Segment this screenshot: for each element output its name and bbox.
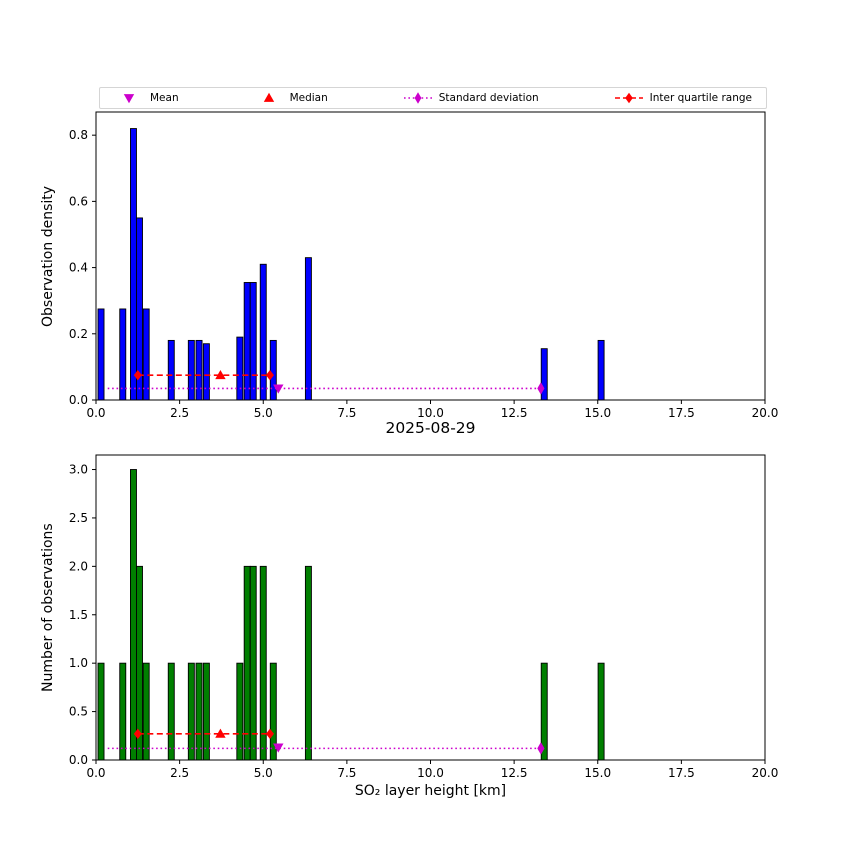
histogram-bar — [304, 257, 312, 401]
legend-label-iqr: Inter quartile range — [649, 91, 752, 104]
histogram-bar — [167, 339, 175, 401]
iqr-right-diamond-marker — [265, 728, 274, 740]
histogram-bar — [195, 339, 203, 401]
x-tick-label: 15.0 — [584, 766, 611, 780]
x-tick-label: 0.0 — [86, 766, 105, 780]
legend-triangle-down — [123, 94, 135, 104]
histogram-bar — [202, 343, 210, 401]
histogram-bar — [269, 339, 277, 401]
legend-diamond — [414, 92, 422, 104]
histogram-bar — [119, 308, 127, 401]
ylabel-number-of-observations: Number of observations — [40, 523, 56, 692]
x-tick-label: 20.0 — [752, 406, 779, 420]
legend: Mean Median Standard deviation Inter qua… — [99, 87, 767, 109]
histogram-bar — [597, 339, 605, 401]
median-triangle-marker — [215, 728, 226, 738]
triangle-down-glyph — [123, 94, 135, 104]
iqr-right-diamond-marker — [265, 369, 274, 381]
legend-label-mean: Mean — [150, 91, 179, 104]
histogram-bar — [97, 308, 105, 401]
histogram-bar — [236, 336, 244, 401]
histogram-bar — [195, 662, 203, 761]
legend-item-mean: Mean — [114, 91, 179, 105]
legend-label-median: Median — [289, 91, 328, 104]
legend-diamond — [624, 92, 633, 104]
histogram-bar — [142, 662, 150, 761]
diamond-dotted-line-glyph — [403, 92, 432, 104]
ylabel-observation-density: Observation density — [40, 185, 56, 327]
y-tick-label: 0.6 — [69, 194, 88, 208]
histogram-bar — [130, 128, 137, 401]
y-tick-label: 3.0 — [69, 463, 88, 477]
y-tick-label: 0.2 — [69, 327, 88, 341]
y-tick-label: 1.0 — [69, 656, 88, 670]
median-triangle-marker — [215, 369, 226, 380]
histogram-bar — [243, 565, 251, 761]
x-tick-label: 10.0 — [417, 766, 444, 780]
y-tick-label: 2.0 — [69, 559, 88, 573]
x-tick-label: 17.5 — [668, 406, 695, 420]
histogram-bar — [304, 565, 312, 761]
histogram-bar — [130, 469, 137, 761]
legend-item-iqr: Inter quartile range — [614, 91, 752, 105]
histogram-bar — [259, 263, 267, 401]
xlabel-so2-layer-height: SO₂ layer height [km] — [354, 783, 507, 799]
y-tick-label: 0.4 — [69, 261, 88, 275]
date-title: 2025-08-29 — [385, 419, 476, 437]
x-tick-label: 5.0 — [254, 766, 273, 780]
y-tick-label: 0.5 — [69, 705, 88, 719]
x-tick-label: 20.0 — [752, 766, 779, 780]
x-tick-label: 10.0 — [417, 406, 444, 420]
iqr-marker-icon — [614, 91, 644, 105]
x-tick-label: 15.0 — [584, 406, 611, 420]
triangle-up-glyph — [263, 92, 274, 102]
std-diamond-marker — [537, 382, 545, 395]
histogram-bar — [202, 662, 210, 761]
mean-marker-icon — [114, 91, 144, 105]
std-diamond-marker — [537, 742, 545, 755]
legend-item-standard-deviation: Standard deviation — [403, 91, 539, 105]
x-tick-label: 12.5 — [501, 766, 528, 780]
x-tick-label: 2.5 — [170, 766, 189, 780]
histogram-bar — [243, 282, 251, 401]
y-tick-label: 2.5 — [69, 511, 88, 525]
histogram-bar — [249, 565, 257, 761]
mean-triangle-marker — [273, 743, 284, 753]
histogram-bar — [259, 565, 267, 761]
histogram-bar — [597, 662, 605, 761]
y-tick-label: 0.0 — [69, 753, 88, 767]
histogram-bar — [97, 662, 105, 761]
x-tick-label: 17.5 — [668, 766, 695, 780]
standard-deviation-marker-icon — [403, 91, 433, 105]
x-tick-label: 12.5 — [501, 406, 528, 420]
histogram-bar — [167, 662, 175, 761]
x-tick-label: 5.0 — [254, 406, 273, 420]
histogram-bar — [236, 662, 244, 761]
y-tick-label: 1.5 — [69, 608, 88, 622]
legend-item-median: Median — [254, 91, 328, 105]
histogram-bar — [249, 282, 257, 401]
histogram-bar — [119, 662, 127, 761]
x-tick-label: 0.0 — [86, 406, 105, 420]
x-tick-label: 7.5 — [337, 766, 356, 780]
iqr-left-diamond-marker — [133, 369, 142, 381]
histogram-bar — [142, 308, 150, 401]
histogram-bar — [187, 662, 195, 761]
legend-label-standard-deviation: Standard deviation — [438, 91, 539, 104]
x-tick-label: 2.5 — [170, 406, 189, 420]
y-tick-label: 0.8 — [69, 128, 88, 142]
x-tick-label: 7.5 — [337, 406, 356, 420]
histogram-bar — [187, 339, 195, 401]
median-marker-icon — [254, 91, 284, 105]
diamond-dashed-line-glyph — [614, 92, 643, 104]
iqr-left-diamond-marker — [133, 728, 142, 740]
mean-triangle-marker — [273, 384, 284, 394]
legend-triangle-up — [263, 92, 274, 102]
y-tick-label: 0.0 — [69, 393, 88, 407]
